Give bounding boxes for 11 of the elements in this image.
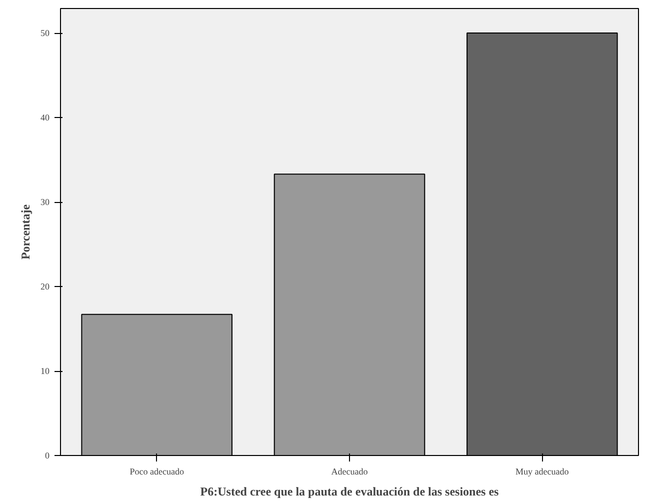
- y-tick-label: 20: [40, 282, 50, 292]
- y-tick-label: 40: [40, 112, 50, 123]
- x-tick-label: Adecuado: [331, 466, 368, 476]
- x-tick-label: Poco adecuado: [130, 466, 184, 476]
- x-axis-title: P6:Usted cree que la pauta de evaluación de las sesiones es: [200, 484, 500, 498]
- y-tick-label: 30: [40, 197, 50, 208]
- y-tick-label: 0: [45, 450, 50, 460]
- y-axis-title: Porcentaje: [18, 204, 32, 260]
- y-tick-label: 50: [40, 28, 50, 38]
- y-tick-label: 10: [40, 366, 50, 376]
- x-tick-label: Muy adecuado: [516, 466, 570, 476]
